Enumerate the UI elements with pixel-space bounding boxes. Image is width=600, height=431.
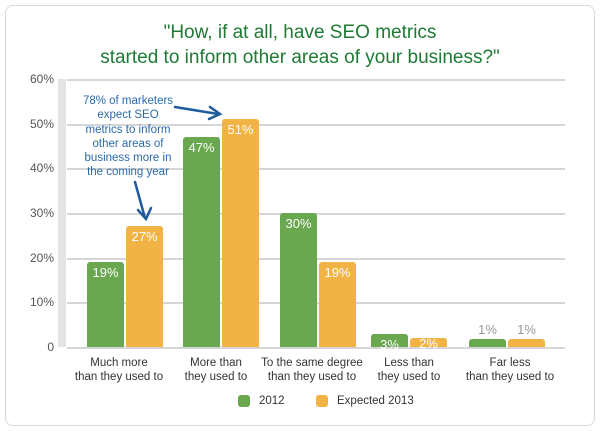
y-tick-60: 60% bbox=[29, 72, 54, 86]
y-tick-10: 10% bbox=[29, 295, 54, 309]
bar-value-label: 19% bbox=[324, 265, 351, 281]
arrow-down-icon bbox=[133, 180, 147, 220]
annotation-line: business more in bbox=[84, 152, 172, 165]
x-label-line: they used to bbox=[377, 371, 441, 383]
bar-2013-3: 2% bbox=[410, 336, 447, 351]
bar-2012-1: 47% bbox=[183, 137, 220, 347]
x-label-line: than they used to bbox=[267, 371, 357, 383]
annotation-text: 78% of marketers expect SEO metrics to i… bbox=[80, 94, 176, 180]
legend-swatch-green bbox=[238, 395, 250, 407]
bar-value-label: 2% bbox=[419, 336, 438, 352]
x-label-far-less: Far less than they used to bbox=[455, 356, 565, 384]
x-label-line: they used to bbox=[184, 371, 248, 383]
chart-title: "How, if at all, have SEO metrics starte… bbox=[0, 20, 600, 70]
y-tick-20: 20% bbox=[29, 251, 54, 265]
y-axis bbox=[58, 79, 66, 347]
bar-value-label: 30% bbox=[285, 216, 312, 231]
gridline bbox=[67, 124, 565, 126]
title-line-1: "How, if at all, have SEO metrics bbox=[163, 22, 437, 43]
legend-swatch-orange bbox=[316, 395, 328, 407]
y-tick-40: 40% bbox=[29, 161, 54, 175]
bar-2012-4 bbox=[469, 339, 506, 347]
annotation-line: 78% of marketers bbox=[82, 95, 174, 107]
arrow-right-icon bbox=[173, 105, 220, 116]
x-label-less-than: Less than they used to bbox=[354, 356, 464, 384]
x-label-more-than: More than they used to bbox=[161, 356, 271, 384]
x-label-line: Much more bbox=[90, 357, 148, 369]
annotation-line: expect SEO bbox=[97, 109, 159, 122]
x-label-line: than they used to bbox=[74, 371, 164, 383]
legend-item-2012: 2012 bbox=[238, 395, 285, 407]
bar-2012-2: 30% bbox=[280, 213, 317, 347]
bar-value-label: 27% bbox=[131, 229, 158, 245]
bar-2013-1: 51% bbox=[222, 119, 259, 347]
title-line-2: started to inform other areas of your bu… bbox=[100, 47, 500, 68]
bar-2013-4 bbox=[508, 339, 545, 347]
x-label-line: More than bbox=[190, 357, 242, 369]
legend-label: Expected 2013 bbox=[337, 395, 414, 407]
x-label-line: Far less bbox=[489, 357, 531, 369]
legend-item-2013: Expected 2013 bbox=[316, 395, 414, 407]
bar-value-label: 51% bbox=[227, 122, 254, 138]
y-tick-30: 30% bbox=[29, 206, 54, 220]
bar-value-label: 1% bbox=[478, 322, 497, 337]
x-label-much-more: Much more than they used to bbox=[64, 356, 174, 384]
bar-2013-2: 19% bbox=[319, 262, 356, 347]
y-tick-0: 0 bbox=[47, 340, 54, 354]
legend-label: 2012 bbox=[259, 395, 285, 407]
x-label-same-degree: To the same degree than they used to bbox=[257, 356, 367, 384]
x-label-line: than they used to bbox=[465, 371, 555, 383]
bar-value-label: 47% bbox=[188, 140, 215, 156]
annotation-line: other areas of bbox=[92, 137, 164, 150]
x-label-line: Less than bbox=[384, 357, 434, 369]
gridline bbox=[67, 168, 565, 170]
y-tick-50: 50% bbox=[29, 117, 54, 131]
bar-2012-3: 3% bbox=[371, 333, 408, 352]
x-axis-baseline bbox=[67, 347, 565, 349]
bar-value-label: 1% bbox=[517, 322, 536, 337]
annotation-line: the coming year bbox=[87, 166, 169, 179]
annotation-line: metrics to inform bbox=[85, 123, 171, 136]
bar-value-label: 3% bbox=[380, 336, 399, 352]
x-label-line: To the same degree bbox=[261, 357, 363, 369]
bar-2012-0: 19% bbox=[87, 262, 124, 347]
bar-value-label: 19% bbox=[92, 265, 119, 281]
gridline bbox=[67, 79, 565, 81]
bar-2013-0: 27% bbox=[126, 226, 163, 347]
